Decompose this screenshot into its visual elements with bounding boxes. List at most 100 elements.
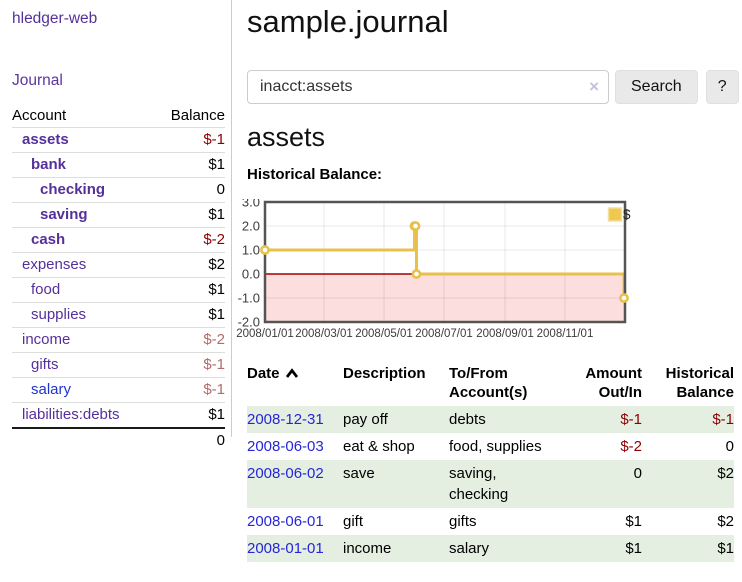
register-accounts-cell: salary [449, 540, 490, 557]
accounts-total-row: 0 [12, 427, 225, 453]
legend-label: $ [623, 207, 631, 222]
plot-border [263, 200, 627, 324]
register-date-cell: 2008-06-01 [247, 508, 343, 535]
register-description-cell: eat & shop [343, 438, 415, 455]
sidebar-item-journal[interactable]: Journal [12, 72, 63, 89]
table-row: 2008-06-01 gift gifts $1 $2 [247, 508, 734, 535]
sidebar-account-link-expenses[interactable]: expenses [22, 256, 87, 273]
y-axis-tick-label: -1.0 [238, 291, 260, 306]
legend-swatch [607, 207, 623, 222]
transaction-date-link[interactable]: 2008-01-01 [247, 540, 324, 557]
account-balance: $-2 [153, 227, 225, 253]
account-balance: $1 [153, 152, 225, 178]
account-balance: $1 [153, 202, 225, 228]
account-row: income $-2 [12, 327, 225, 353]
column-header-accounts: To/From Account(s) [449, 365, 528, 401]
chart-title: Historical Balance: [247, 166, 383, 183]
sidebar-account-link-assets[interactable]: assets [22, 131, 69, 148]
table-row: 2008-06-03 eat & shop food, supplies $-2 0 [247, 433, 734, 460]
register-description-cell: save [343, 465, 375, 482]
table-row: 2008-12-31 pay off debts $-1 $-1 [247, 406, 734, 433]
column-header-date-label: Date [247, 365, 280, 382]
account-row: cash $-2 [12, 227, 225, 253]
help-button[interactable]: ? [705, 70, 739, 104]
data-point-marker [411, 269, 422, 279]
sidebar-account-link-bank[interactable]: bank [31, 156, 67, 173]
y-axis-tick-label: -2.0 [238, 315, 260, 330]
register-date-cell: 2008-12-31 [247, 406, 343, 433]
sidebar-account-link-gifts[interactable]: gifts [31, 356, 59, 373]
accounts-header-row: Account Balance [12, 105, 225, 128]
x-axis-tick-label: 2008/11/01 [537, 328, 594, 340]
account-row: assets $-1 [12, 127, 225, 153]
page-title: sample.journal [247, 4, 449, 39]
account-balance: $-2 [153, 327, 225, 353]
table-row: 2008-06-02 save saving, checking 0 $2 [247, 460, 734, 508]
account-row: food $1 [12, 277, 225, 303]
account-row: bank $1 [12, 152, 225, 178]
accounts-total-value: 0 [153, 427, 225, 453]
search-button[interactable]: Search [615, 70, 698, 104]
account-balance: $2 [153, 252, 225, 278]
transaction-date-link[interactable]: 2008-06-03 [247, 438, 324, 455]
x-axis-tick-label: 2008/01/01 [236, 328, 294, 340]
sidebar-account-link-income[interactable]: income [22, 331, 71, 348]
search-input[interactable] [247, 70, 609, 104]
register-balance-cell: $1 [717, 540, 734, 557]
accounts-total-spacer [12, 427, 154, 453]
register-amount-cell: $-2 [620, 438, 642, 455]
sidebar-account-link-food[interactable]: food [31, 281, 61, 298]
account-row: saving $1 [12, 202, 225, 228]
y-axis-tick-label: 3.0 [242, 199, 260, 210]
clear-search-icon[interactable]: × [589, 77, 599, 96]
register-amount-cell: $1 [625, 540, 642, 557]
column-header-amount: Amount Out/In [585, 365, 642, 401]
account-balance: $1 [153, 277, 225, 303]
register-balance-cell: $2 [717, 465, 734, 482]
x-axis-tick-label: 2008/03/01 [295, 328, 353, 340]
sidebar-account-link-saving[interactable]: saving [40, 206, 88, 223]
app-root: hledger-web Journal Account Balance asse… [12, 0, 739, 562]
account-row: salary $-1 [12, 377, 225, 403]
register-description-cell: income [343, 540, 392, 557]
data-point-marker [619, 293, 629, 303]
register-description-cell: gift [343, 513, 364, 530]
search-input-wrap: × [247, 70, 609, 104]
register-table: Date Description To/From Account(s) Amou… [247, 363, 734, 562]
sidebar-account-link-liabilities-debts[interactable]: liabilities:debts [22, 406, 120, 423]
sidebar-account-link-salary[interactable]: salary [31, 381, 72, 398]
column-header-date[interactable]: Date [247, 363, 343, 406]
account-balance: $1 [153, 402, 225, 428]
register-accounts-cell: saving, checking [449, 465, 509, 503]
sidebar-account-link-supplies[interactable]: supplies [31, 306, 87, 323]
register-date-cell: 2008-06-02 [247, 460, 343, 508]
register-balance-cell: $2 [717, 513, 734, 530]
transaction-date-link[interactable]: 2008-06-01 [247, 513, 324, 530]
account-balance: $-1 [153, 127, 225, 153]
sidebar-account-link-cash[interactable]: cash [31, 231, 66, 248]
sidebar-account-link-checking[interactable]: checking [40, 181, 106, 198]
y-axis-tick-label: 2.0 [242, 219, 260, 234]
register-balance-cell: $-1 [712, 411, 734, 428]
app-title-link[interactable]: hledger-web [12, 10, 98, 27]
data-point-marker [410, 221, 421, 231]
account-heading: assets [247, 122, 326, 152]
register-header-row: Date Description To/From Account(s) Amou… [247, 363, 734, 406]
register-date-cell: 2008-01-01 [247, 535, 343, 562]
y-axis-tick-label: 1.0 [242, 243, 260, 258]
register-balance-cell: 0 [725, 438, 734, 455]
accounts-header-balance: Balance [170, 107, 225, 124]
data-point-marker [260, 245, 270, 255]
account-row: checking 0 [12, 177, 225, 203]
negative-region [265, 274, 625, 322]
register-description-cell: pay off [343, 411, 388, 428]
account-balance: $-1 [153, 377, 225, 403]
x-axis-tick-label: 2008/05/01 [355, 328, 413, 340]
x-axis-tick-label: 2008/07/01 [415, 328, 473, 340]
transaction-date-link[interactable]: 2008-12-31 [247, 411, 324, 428]
register-accounts-cell: debts [449, 411, 486, 428]
column-header-balance: Historical Balance [665, 365, 734, 401]
account-row: expenses $2 [12, 252, 225, 278]
transaction-date-link[interactable]: 2008-06-02 [247, 465, 324, 482]
register-amount-cell: $-1 [620, 411, 642, 428]
